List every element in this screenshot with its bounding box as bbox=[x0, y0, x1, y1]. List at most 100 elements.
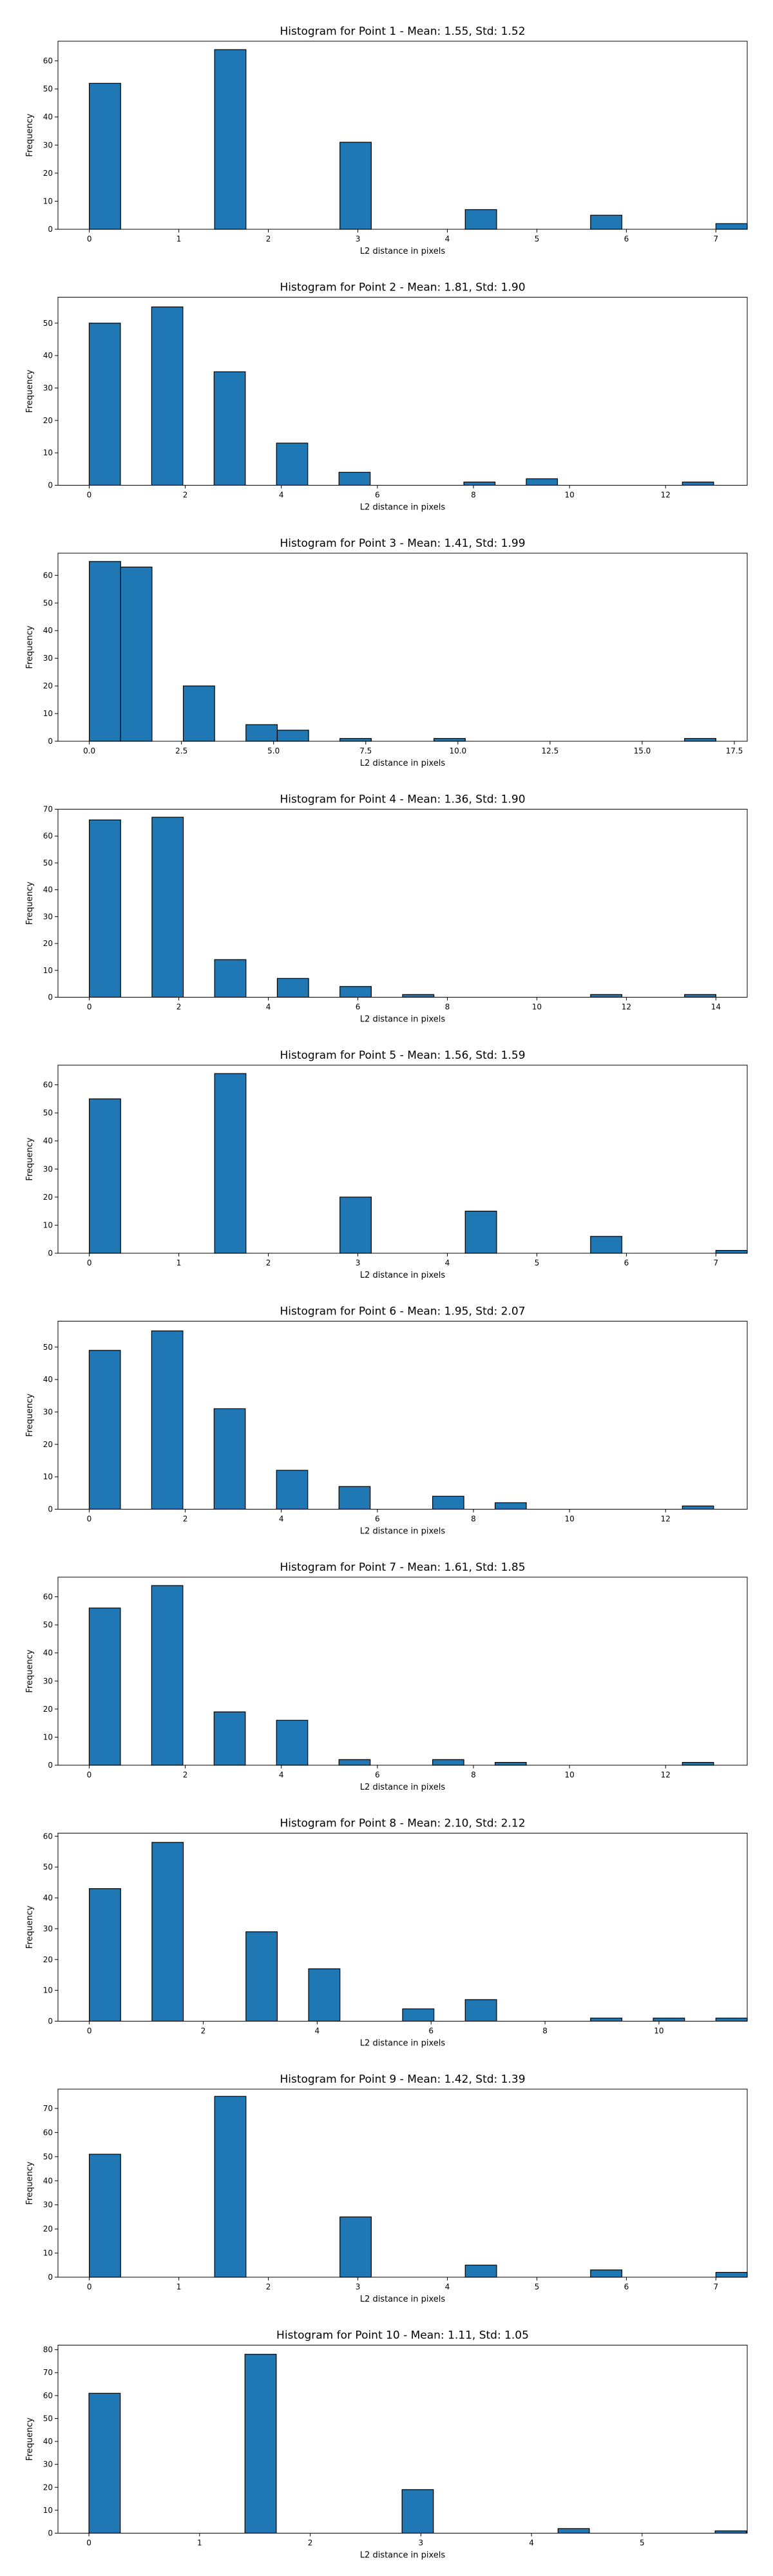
y-tick-label: 30 bbox=[43, 1924, 53, 1933]
y-tick-label: 50 bbox=[43, 598, 53, 607]
x-tick-label: 4 bbox=[279, 1770, 284, 1779]
y-tick-label: 70 bbox=[43, 2368, 53, 2377]
histogram-bar bbox=[88, 1350, 121, 1510]
histogram-bar bbox=[89, 1888, 121, 2022]
histogram-bar bbox=[276, 978, 309, 998]
x-tick-label: 12 bbox=[622, 1003, 631, 1012]
histogram-bar bbox=[715, 2018, 748, 2022]
y-tick-label: 40 bbox=[43, 2176, 53, 2185]
y-tick-label: 60 bbox=[43, 1593, 53, 1602]
y-axis-label: Frequency bbox=[25, 2161, 35, 2204]
x-tick-label: 0 bbox=[87, 1770, 92, 1779]
x-tick-label: 4 bbox=[529, 2539, 534, 2548]
histogram-bar bbox=[89, 2154, 121, 2278]
y-tick-label: 0 bbox=[48, 225, 53, 234]
y-tick-label: 10 bbox=[43, 1220, 53, 1229]
x-tick-label: 0 bbox=[87, 234, 92, 243]
histogram-bar bbox=[88, 2392, 121, 2534]
y-tick-label: 30 bbox=[43, 2460, 53, 2469]
chart-title: Histogram for Point 6 - Mean: 1.95, Std:… bbox=[280, 1305, 525, 1318]
histogram-bar bbox=[684, 738, 716, 742]
x-tick-label: 6 bbox=[624, 1258, 629, 1267]
y-axis-label: Frequency bbox=[25, 882, 35, 925]
histogram-bar bbox=[245, 724, 278, 742]
y-tick-label: 70 bbox=[43, 805, 53, 814]
histogram-bar bbox=[151, 1842, 184, 2022]
x-tick-label: 3 bbox=[419, 2539, 424, 2548]
x-tick-label: 10 bbox=[532, 1003, 542, 1012]
x-tick-label: 10 bbox=[564, 1515, 574, 1524]
histogram-bar bbox=[213, 1408, 246, 1510]
histogram-panel: Histogram for Point 6 - Mean: 1.95, Std:… bbox=[25, 1305, 748, 1537]
histogram-bar bbox=[151, 1331, 184, 1510]
y-axis-label: Frequency bbox=[25, 113, 35, 156]
x-tick-label: 8 bbox=[471, 1770, 476, 1779]
x-axis-label: L2 distance in pixels bbox=[360, 1271, 446, 1280]
histogram-bar bbox=[214, 2096, 247, 2278]
x-tick-label: 14 bbox=[711, 1003, 721, 1012]
x-tick-label: 6 bbox=[624, 234, 629, 243]
histogram-bar bbox=[715, 1250, 748, 1254]
x-tick-label: 10.0 bbox=[449, 746, 466, 755]
x-tick-label: 6 bbox=[375, 1770, 380, 1779]
x-tick-label: 4 bbox=[445, 2282, 450, 2291]
chart-title: Histogram for Point 4 - Mean: 1.36, Std:… bbox=[280, 793, 525, 806]
y-tick-label: 50 bbox=[43, 1108, 53, 1117]
y-tick-label: 30 bbox=[43, 1676, 53, 1685]
histogram-bar bbox=[682, 481, 714, 486]
y-tick-label: 30 bbox=[43, 654, 53, 663]
histogram-bar bbox=[494, 1502, 527, 1510]
y-tick-label: 0 bbox=[48, 1505, 53, 1514]
y-tick-label: 60 bbox=[43, 2391, 53, 2400]
x-axis-label: L2 distance in pixels bbox=[360, 247, 446, 256]
axes-frame bbox=[57, 1577, 748, 1766]
axes-frame bbox=[57, 41, 748, 230]
x-tick-label: 3 bbox=[356, 2282, 361, 2291]
y-tick-label: 30 bbox=[43, 912, 53, 921]
y-tick-label: 60 bbox=[43, 57, 53, 66]
y-tick-label: 20 bbox=[43, 416, 53, 425]
axes-frame bbox=[57, 1065, 748, 1254]
axes-frame bbox=[57, 809, 748, 998]
x-tick-label: 2.5 bbox=[175, 746, 187, 755]
x-axis-label: L2 distance in pixels bbox=[360, 1527, 446, 1537]
x-axis-label: L2 distance in pixels bbox=[360, 2551, 446, 2561]
y-tick-label: 10 bbox=[43, 1986, 53, 1995]
x-tick-label: 0 bbox=[86, 2539, 91, 2548]
y-tick-label: 20 bbox=[43, 169, 53, 178]
y-tick-label: 60 bbox=[43, 831, 53, 840]
y-tick-label: 10 bbox=[43, 1732, 53, 1741]
axes-frame bbox=[57, 297, 748, 486]
chart-title: Histogram for Point 5 - Mean: 1.56, Std:… bbox=[280, 1049, 525, 1062]
y-tick-label: 10 bbox=[43, 709, 53, 718]
chart-title: Histogram for Point 3 - Mean: 1.41, Std:… bbox=[280, 537, 525, 550]
histogram-bar bbox=[276, 730, 309, 742]
x-tick-label: 5 bbox=[535, 1258, 540, 1267]
histogram-bar bbox=[526, 478, 558, 486]
x-tick-label: 8 bbox=[445, 1003, 450, 1012]
x-tick-label: 8 bbox=[542, 2027, 548, 2036]
x-tick-label: 1 bbox=[177, 1258, 182, 1267]
y-tick-label: 10 bbox=[43, 448, 53, 457]
y-tick-label: 40 bbox=[43, 886, 53, 895]
histogram-bar bbox=[151, 817, 184, 998]
histogram-bar bbox=[653, 2018, 685, 2022]
y-axis-label: Frequency bbox=[25, 1906, 35, 1949]
histogram-bar bbox=[276, 442, 309, 486]
histogram-bar bbox=[214, 1073, 247, 1254]
x-axis-label: L2 distance in pixels bbox=[360, 503, 446, 513]
y-tick-label: 0 bbox=[48, 2017, 53, 2026]
y-tick-label: 40 bbox=[43, 351, 53, 360]
x-tick-label: 2 bbox=[183, 491, 188, 500]
histogram-bar bbox=[684, 994, 716, 998]
histogram-panel: Histogram for Point 2 - Mean: 1.81, Std:… bbox=[25, 281, 748, 513]
histogram-bar bbox=[89, 561, 121, 742]
x-tick-label: 0 bbox=[87, 1003, 92, 1012]
histogram-bar bbox=[214, 49, 247, 230]
y-tick-label: 10 bbox=[43, 966, 53, 975]
y-tick-label: 0 bbox=[48, 737, 53, 746]
axes-frame bbox=[57, 553, 748, 742]
histogram-bar bbox=[89, 1098, 121, 1254]
y-tick-label: 50 bbox=[43, 319, 53, 328]
